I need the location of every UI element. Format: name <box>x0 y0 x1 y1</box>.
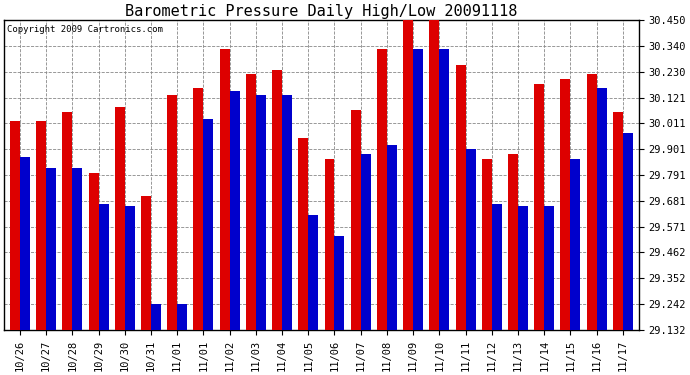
Bar <box>308 215 318 330</box>
Bar <box>534 84 544 330</box>
Bar <box>466 150 475 330</box>
Bar <box>351 110 361 330</box>
Bar <box>597 88 607 330</box>
Bar <box>177 304 187 330</box>
Bar <box>324 159 335 330</box>
Bar <box>403 20 413 330</box>
Bar <box>455 65 466 330</box>
Bar <box>508 154 518 330</box>
Bar <box>88 173 99 330</box>
Bar <box>62 112 72 330</box>
Bar <box>230 91 239 330</box>
Title: Barometric Pressure Daily High/Low 20091118: Barometric Pressure Daily High/Low 20091… <box>125 4 518 19</box>
Bar <box>246 74 256 330</box>
Bar <box>613 112 623 330</box>
Bar <box>440 48 449 330</box>
Bar <box>492 204 502 330</box>
Bar <box>560 79 571 330</box>
Bar <box>256 96 266 330</box>
Bar <box>204 119 213 330</box>
Bar <box>115 107 125 330</box>
Bar <box>518 206 528 330</box>
Bar <box>10 122 20 330</box>
Bar <box>36 122 46 330</box>
Bar <box>272 70 282 330</box>
Bar <box>387 145 397 330</box>
Bar <box>335 236 344 330</box>
Bar <box>413 48 423 330</box>
Bar <box>125 206 135 330</box>
Bar <box>586 74 597 330</box>
Bar <box>219 48 230 330</box>
Bar <box>544 206 554 330</box>
Bar <box>571 159 580 330</box>
Bar <box>193 88 204 330</box>
Text: Copyright 2009 Cartronics.com: Copyright 2009 Cartronics.com <box>8 25 164 34</box>
Bar <box>151 304 161 330</box>
Bar <box>20 156 30 330</box>
Bar <box>167 96 177 330</box>
Bar <box>429 20 440 330</box>
Bar <box>361 154 371 330</box>
Bar <box>46 168 56 330</box>
Bar <box>141 196 151 330</box>
Bar <box>298 138 308 330</box>
Bar <box>99 204 108 330</box>
Bar <box>377 48 387 330</box>
Bar <box>282 96 292 330</box>
Bar <box>482 159 492 330</box>
Bar <box>623 133 633 330</box>
Bar <box>72 168 82 330</box>
